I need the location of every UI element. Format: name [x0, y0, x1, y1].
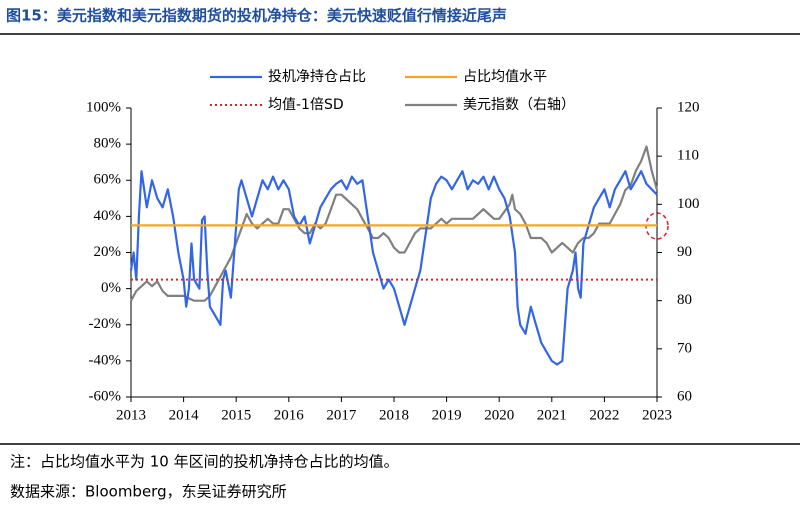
- y-tick-label: 20%: [94, 244, 122, 260]
- x-tick-label: 2014: [169, 407, 200, 423]
- y-tick-label: 100%: [86, 99, 121, 115]
- legend-label: 投机净持仓占比: [268, 69, 366, 85]
- note: 注：占比均值水平为 10 年区间的投机净持仓占比的均值。: [10, 453, 399, 471]
- x-tick-label: 2022: [589, 407, 619, 423]
- series-line: [130, 145, 659, 302]
- y2-tick-label: 60: [677, 388, 692, 404]
- y-tick-label: 60%: [94, 172, 122, 188]
- y-tick-label: 40%: [94, 208, 122, 224]
- y-tick-label: -40%: [89, 352, 122, 368]
- x-tick-label: 2015: [221, 407, 251, 423]
- y2-tick-label: 100: [677, 196, 700, 212]
- legend-label: 美元指数（右轴）: [463, 97, 575, 113]
- x-tick-label: 2023: [642, 407, 672, 423]
- x-tick-label: 2017: [326, 407, 357, 423]
- legend-label: 均值-1倍SD: [268, 97, 344, 113]
- x-tick-label: 2020: [484, 407, 514, 423]
- source: 数据来源：Bloomberg，东吴证券研究所: [10, 483, 287, 501]
- y2-tick-label: 120: [677, 99, 700, 115]
- y-tick-label: 80%: [94, 136, 122, 152]
- y-tick-label: -60%: [89, 388, 122, 404]
- x-tick-label: 2021: [537, 407, 567, 423]
- y-tick-label: -20%: [89, 316, 122, 332]
- y2-tick-label: 90: [677, 244, 692, 260]
- y2-tick-label: 70: [677, 340, 692, 356]
- y2-tick-label: 80: [677, 292, 692, 308]
- y-tick-label: 0%: [101, 280, 121, 296]
- legend-label: 占比均值水平: [463, 69, 547, 85]
- chart-title: 图15：美元指数和美元指数期货的投机净持仓：美元快速贬值行情接近尾声: [6, 7, 507, 25]
- x-tick-label: 2018: [379, 407, 409, 423]
- x-tick-label: 2013: [116, 407, 146, 423]
- x-tick-label: 2016: [274, 407, 305, 423]
- x-tick-label: 2019: [432, 407, 462, 423]
- y2-tick-label: 110: [677, 148, 699, 164]
- series-line: [129, 170, 658, 366]
